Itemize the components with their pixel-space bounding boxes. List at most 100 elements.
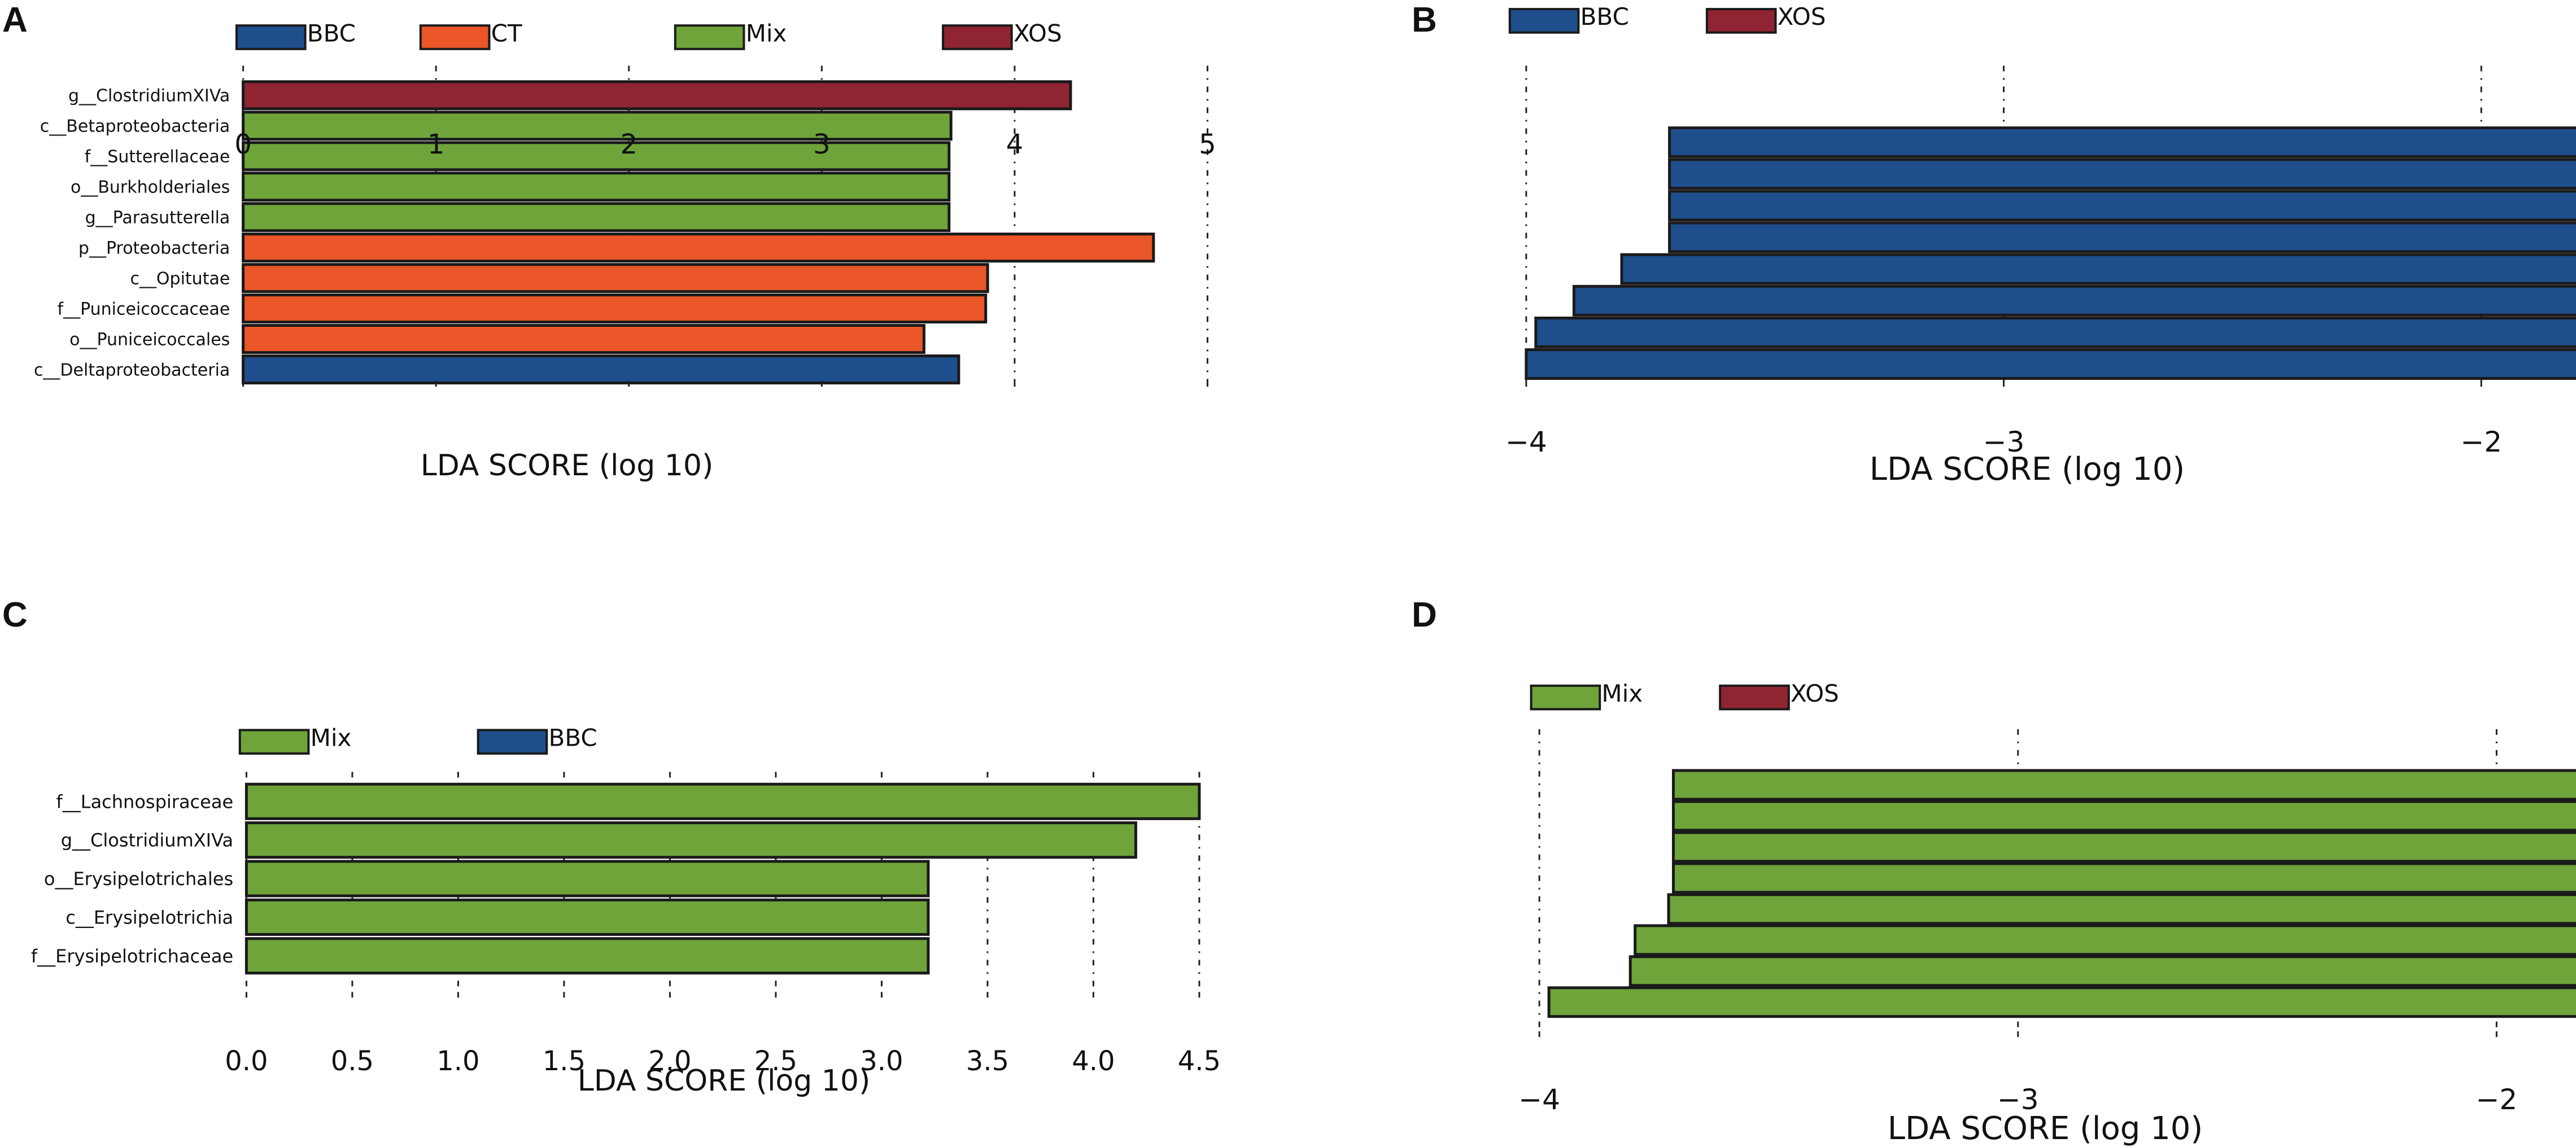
panel-d-x-ticks: −4−3−2−1012345 — [1518, 1031, 2518, 1116]
panel-d-legend: Mix XOS — [1530, 680, 1839, 711]
bar-g-parasutterella — [1671, 862, 2576, 894]
legend-label-xos: XOS — [1778, 3, 1826, 30]
panel-b-bars — [1525, 126, 2576, 380]
bar-o-burkholderiales — [242, 172, 951, 202]
panel-a: A BBC CT Mix XOS g__ClostridiumXIVa c__Betap… — [2, 1, 1216, 483]
bar-p-proteobacteria — [242, 233, 1155, 263]
category-label: o__Burkholderiales — [71, 177, 230, 197]
x-tick-label: −2 — [2476, 1083, 2518, 1116]
panel-c-x-ticks: 0.0 0.5 1.0 1.5 2.0 2.5 3.0 3.5 4.0 4.5 — [225, 992, 1221, 1077]
x-tick-label: 4.5 — [1178, 1045, 1221, 1077]
x-tick-label: 4 — [1006, 129, 1024, 160]
panel-a-label: A — [2, 1, 28, 40]
legend-label-mix: Mix — [311, 724, 352, 751]
panel-c-label: C — [2, 596, 28, 634]
category-label: g__ClostridiumXIVa — [61, 830, 233, 851]
bar-g-parasutterella — [1668, 221, 2576, 253]
legend-swatch-bbc — [477, 729, 548, 755]
category-label: f__Puniceicoccaceae — [58, 299, 230, 319]
panel-c-x-axis-label: LDA SCORE (log 10) — [578, 1064, 871, 1098]
x-tick-label: −2 — [2460, 426, 2502, 458]
x-tick-label: 2 — [620, 129, 638, 160]
x-tick-label: 5 — [1199, 129, 1216, 160]
x-tick-label: −3 — [1983, 426, 2025, 458]
category-label: c__Deltaproteobacteria — [34, 360, 230, 380]
category-label: g__Parasutterella — [85, 208, 230, 227]
category-label: o__Puniceicoccales — [69, 330, 230, 349]
bar-f-sutterellaceae — [1668, 158, 2576, 190]
panel-a-category-labels: g__ClostridiumXIVa c__Betaproteobacteriaf… — [34, 86, 230, 380]
bar-g-anaerotruncus — [1667, 893, 2576, 925]
legend-swatch-mix — [238, 729, 310, 755]
category-label: f__Lachnospiraceae — [56, 791, 233, 812]
x-tick-label: 1 — [427, 129, 445, 160]
bar-c-betaproteobacteria — [1671, 769, 2576, 801]
panel-d-x-axis-label: LDA SCORE (log 10) — [1888, 1110, 2203, 1147]
legend-label-bbc: BBC — [307, 19, 356, 47]
bar-g-clostridiumxiva — [242, 80, 1072, 111]
category-label: g__ClostridiumXIVa — [68, 86, 230, 106]
category-label: p__Proteobacteria — [78, 238, 230, 258]
legend-swatch-ct — [419, 24, 491, 50]
bar-f-sutterellaceae — [242, 141, 951, 172]
legend-swatch-xos — [942, 24, 1013, 50]
category-label: f__Sutterellaceae — [85, 147, 230, 167]
x-tick-label: 0.5 — [331, 1045, 374, 1077]
legend-label-xos: XOS — [1014, 19, 1062, 47]
bar-o-puniceicoccales — [242, 324, 925, 354]
legend-label-xos: XOS — [1791, 680, 1839, 707]
x-tick-label: 3 — [813, 129, 831, 160]
x-tick-label: 3.5 — [966, 1045, 1009, 1077]
category-label: c__Erysipelotrichia — [66, 907, 233, 928]
bar-f-puniceicoccaceae — [242, 294, 988, 324]
x-tick-label: 0.0 — [225, 1045, 268, 1077]
legend-label-mix: Mix — [1601, 680, 1643, 707]
panel-a-x-axis-label: LDA SCORE (log 10) — [421, 449, 714, 483]
panel-a-x-ticks: 0 1 2 3 4 5 — [234, 129, 1216, 387]
bar-g-parabacteroides — [1620, 253, 2576, 285]
legend-label-ct: CT — [491, 19, 522, 47]
panel-c-category-labels: f__Lachnospiraceae g__ClostridiumXIVa o__E… — [31, 791, 233, 966]
legend-swatch-mix — [1530, 684, 1601, 711]
legend-swatch-bbc — [235, 24, 307, 50]
bar-c-deltaproteobacteria — [1572, 284, 2576, 317]
legend-label-mix: Mix — [746, 19, 787, 47]
category-label: c__Opitutae — [130, 269, 230, 288]
bar-c-betaproteobacteria — [242, 111, 953, 141]
bar-f-erysipelotrichaceae — [244, 937, 930, 975]
bar-c-betaproteobacteria — [1668, 126, 2576, 158]
bar-c-opitutae — [242, 263, 989, 294]
x-tick-label: −4 — [1505, 426, 1547, 458]
panel-d-bars — [1547, 769, 2576, 1018]
bar-o-erysipelotrichales — [244, 860, 930, 898]
legend-swatch-bbc — [1508, 8, 1580, 34]
bar-f-lachnospiraceae — [244, 782, 1201, 820]
bar-g-anaerotruncus — [1534, 316, 2576, 348]
bar-o-burkholderiales — [1668, 190, 2576, 222]
x-tick-label: 3.0 — [860, 1045, 903, 1077]
bar-g-parasutterella — [242, 202, 951, 233]
bar-c-erysipelotrichia — [244, 898, 930, 936]
panel-b-x-ticks: −4−3−2−1012345 — [1505, 380, 2502, 458]
legend-label-bbc: BBC — [548, 724, 597, 751]
panel-a-legend: BBC CT Mix XOS — [235, 19, 1062, 50]
bar-c-deltaproteobacteria — [242, 354, 960, 384]
x-tick-label: 4.0 — [1072, 1045, 1115, 1077]
x-tick-label: −4 — [1518, 1083, 1560, 1116]
bar-g-faecalibacterium — [1547, 986, 2576, 1018]
panel-c-legend: Mix BBC — [238, 724, 597, 755]
category-label: f__Erysipelotrichaceae — [31, 945, 233, 967]
bar-g-parabacteroides — [1628, 955, 2576, 987]
panel-c-bars — [244, 782, 1201, 975]
legend-swatch-xos — [1705, 8, 1777, 34]
legend-label-bbc: BBC — [1580, 3, 1629, 30]
panel-b-x-axis-label: LDA SCORE (log 10) — [1870, 451, 2185, 488]
panel-d-label: D — [1412, 596, 1437, 634]
category-label: o__Erysipelotrichales — [44, 868, 233, 890]
legend-swatch-xos — [1719, 684, 1790, 711]
legend-swatch-mix — [674, 24, 745, 50]
bar-g-faecalibacterium — [1525, 348, 2576, 380]
